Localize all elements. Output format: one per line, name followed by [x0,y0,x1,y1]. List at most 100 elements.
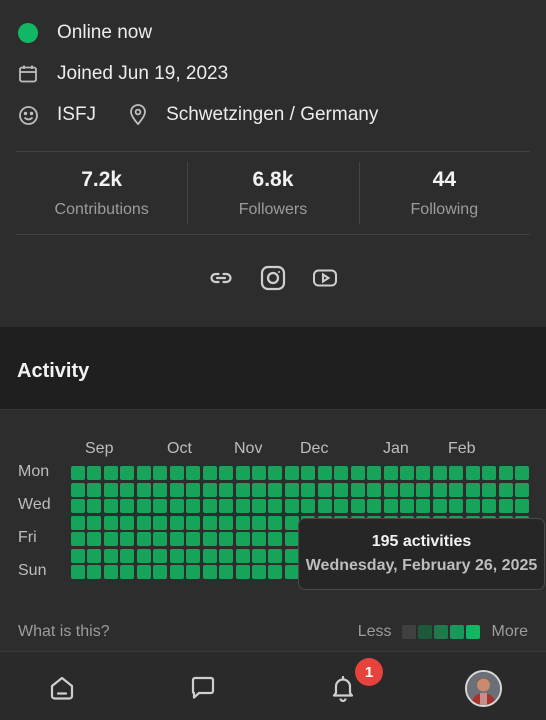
activity-day-cell[interactable] [153,565,168,579]
activity-day-cell[interactable] [235,466,250,480]
activity-day-cell[interactable] [268,499,283,513]
activity-day-cell[interactable] [350,499,365,513]
activity-day-cell[interactable] [301,499,316,513]
activity-day-cell[interactable] [202,466,217,480]
activity-day-cell[interactable] [87,515,102,530]
activity-day-cell[interactable] [186,515,201,530]
activity-day-cell[interactable] [202,565,217,579]
activity-day-cell[interactable] [71,499,85,513]
activity-day-cell[interactable] [153,482,168,497]
activity-day-cell[interactable] [71,548,85,563]
activity-day-cell[interactable] [136,499,151,513]
activity-day-cell[interactable] [317,466,332,480]
activity-day-cell[interactable] [169,499,184,513]
activity-day-cell[interactable] [202,532,217,546]
activity-day-cell[interactable] [202,515,217,530]
activity-day-cell[interactable] [136,515,151,530]
activity-day-cell[interactable] [120,499,135,513]
activity-day-cell[interactable] [465,499,480,513]
activity-day-cell[interactable] [367,482,382,497]
activity-day-cell[interactable] [186,565,201,579]
activity-day-cell[interactable] [219,466,234,480]
activity-day-cell[interactable] [235,532,250,546]
activity-day-cell[interactable] [449,499,464,513]
activity-day-cell[interactable] [87,499,102,513]
activity-day-cell[interactable] [71,532,85,546]
activity-day-cell[interactable] [251,548,266,563]
activity-day-cell[interactable] [87,548,102,563]
activity-day-cell[interactable] [235,515,250,530]
stat-following[interactable]: 44 Following [358,152,530,234]
activity-day-cell[interactable] [136,482,151,497]
activity-day-cell[interactable] [383,499,398,513]
activity-day-cell[interactable] [251,515,266,530]
activity-day-cell[interactable] [87,482,102,497]
activity-day-cell[interactable] [87,532,102,546]
activity-day-cell[interactable] [465,466,480,480]
link-icon[interactable] [207,264,235,292]
activity-day-cell[interactable] [103,548,118,563]
activity-day-cell[interactable] [367,499,382,513]
activity-day-cell[interactable] [235,565,250,579]
youtube-icon[interactable] [311,264,339,292]
activity-day-cell[interactable] [120,466,135,480]
stat-followers[interactable]: 6.8k Followers [187,152,358,234]
activity-day-cell[interactable] [103,532,118,546]
activity-day-cell[interactable] [432,466,447,480]
activity-day-cell[interactable] [284,499,299,513]
activity-day-cell[interactable] [268,548,283,563]
activity-day-cell[interactable] [71,466,85,480]
activity-day-cell[interactable] [153,515,168,530]
activity-day-cell[interactable] [432,482,447,497]
activity-day-cell[interactable] [383,482,398,497]
activity-day-cell[interactable] [186,482,201,497]
activity-day-cell[interactable] [350,466,365,480]
activity-day-cell[interactable] [515,482,530,497]
activity-day-cell[interactable] [268,466,283,480]
activity-day-cell[interactable] [301,466,316,480]
activity-day-cell[interactable] [465,482,480,497]
activity-day-cell[interactable] [153,466,168,480]
activity-day-cell[interactable] [498,466,513,480]
activity-day-cell[interactable] [284,565,299,579]
activity-day-cell[interactable] [202,482,217,497]
activity-day-cell[interactable] [268,515,283,530]
activity-day-cell[interactable] [334,466,349,480]
activity-day-cell[interactable] [87,466,102,480]
activity-day-cell[interactable] [367,466,382,480]
activity-day-cell[interactable] [186,466,201,480]
activity-day-cell[interactable] [268,482,283,497]
activity-day-cell[interactable] [317,499,332,513]
activity-day-cell[interactable] [350,482,365,497]
activity-day-cell[interactable] [169,532,184,546]
activity-day-cell[interactable] [153,532,168,546]
activity-day-cell[interactable] [120,548,135,563]
activity-day-cell[interactable] [268,565,283,579]
activity-day-cell[interactable] [400,466,414,480]
activity-day-cell[interactable] [219,548,234,563]
activity-day-cell[interactable] [416,482,431,497]
activity-day-cell[interactable] [87,565,102,579]
activity-day-cell[interactable] [498,482,513,497]
activity-day-cell[interactable] [120,532,135,546]
activity-day-cell[interactable] [202,499,217,513]
activity-day-cell[interactable] [482,466,497,480]
activity-day-cell[interactable] [186,548,201,563]
activity-day-cell[interactable] [251,532,266,546]
activity-day-cell[interactable] [169,466,184,480]
activity-day-cell[interactable] [153,548,168,563]
activity-day-cell[interactable] [268,532,283,546]
activity-day-cell[interactable] [169,515,184,530]
activity-day-cell[interactable] [136,532,151,546]
activity-day-cell[interactable] [251,565,266,579]
activity-day-cell[interactable] [301,482,316,497]
activity-day-cell[interactable] [103,565,118,579]
activity-day-cell[interactable] [202,548,217,563]
activity-day-cell[interactable] [400,482,414,497]
activity-day-cell[interactable] [449,482,464,497]
activity-day-cell[interactable] [169,565,184,579]
activity-day-cell[interactable] [120,565,135,579]
activity-day-cell[interactable] [432,499,447,513]
activity-day-cell[interactable] [284,548,299,563]
activity-day-cell[interactable] [219,482,234,497]
